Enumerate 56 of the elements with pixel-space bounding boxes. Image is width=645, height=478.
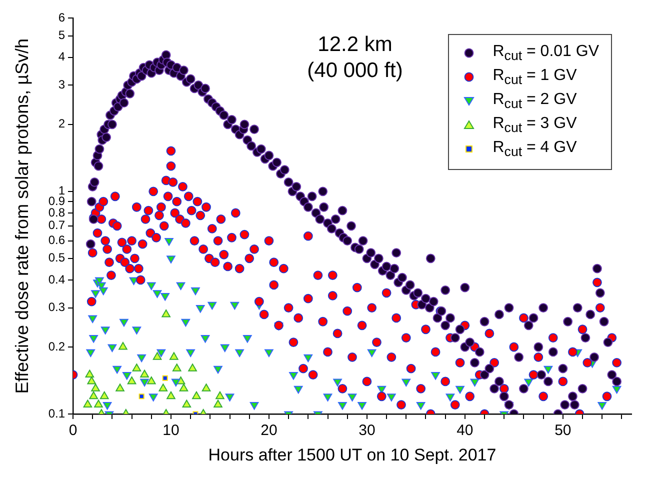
point [146,376,156,384]
point [116,384,124,392]
x-tick-label: 40 [456,422,474,440]
legend-label: R$_{cut}$ = 4 GV [492,138,577,160]
legend-label: R$_{cut}$ = 1 GV [492,66,577,88]
point [158,384,168,392]
point [162,309,170,318]
point [188,364,197,372]
point [140,370,149,378]
legend-label: R$_{cut}$ = 0.01 GV [492,42,599,64]
point [192,391,201,400]
x-tick-label: 20 [260,422,278,440]
y-axis-title: Effective dose rate from solar protons, µSv/h [12,38,32,394]
x-tick-label: 0 [68,422,78,440]
legend-label: R$_{cut}$ = 3 GV [492,114,577,136]
point [138,394,144,400]
legend-label: R$_{cut}$ = 2 GV [492,90,577,112]
y-tick-label: 0.1 [48,406,66,420]
y-tick-label: 5 [58,28,66,42]
x-tick-label: 30 [358,422,376,440]
point [202,384,211,392]
point [179,384,188,392]
x-tick-label: 10 [162,422,180,440]
y-tick-label: 2 [58,116,66,131]
x-axis-title: Hours after 1500 UT on 10 Sept. 2017 [208,445,496,464]
point [89,391,98,400]
point [214,400,222,408]
point [85,370,94,378]
point [152,352,162,360]
y-tick-label: 0.8 [48,205,66,220]
y-tick-label: 4 [58,50,66,64]
point [127,376,136,384]
point [118,342,128,350]
point [162,375,168,381]
y-tick-label: 0.2 [48,339,66,354]
point [132,364,142,372]
point [216,391,224,400]
point [91,384,100,392]
y-tick-label: 6 [58,10,66,25]
annotation: (40 000 ft) [307,58,403,82]
point [166,391,176,400]
y-tick-label: 0.4 [48,272,66,286]
point [100,391,109,400]
y-tick-label: 0.3 [48,300,66,314]
point [83,400,92,408]
y-tick-label: 0.6 [48,233,66,248]
point [94,400,103,408]
y-tick-label: 0.7 [48,218,66,232]
annotation: 12.2 km [318,32,392,56]
y-tick-label: 0.5 [48,250,66,265]
x-tick-label: 50 [554,422,572,440]
point [182,400,192,408]
point [172,364,182,372]
point [170,352,178,360]
point [87,376,96,384]
y-tick-label: 3 [58,78,66,92]
